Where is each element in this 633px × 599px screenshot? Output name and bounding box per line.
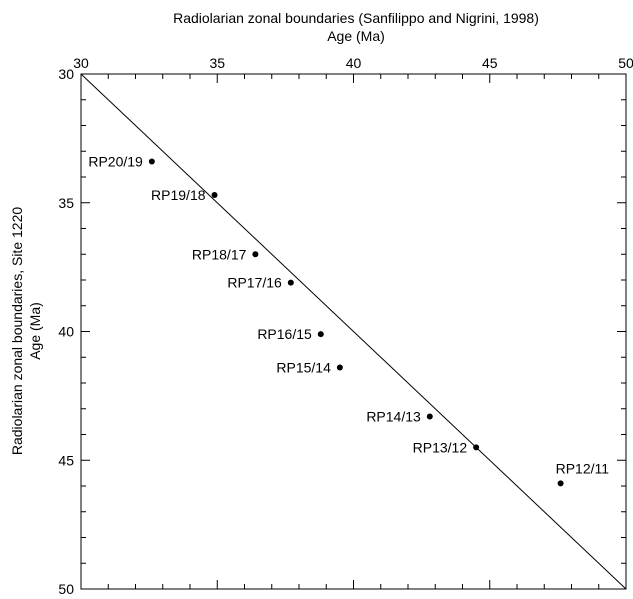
x-tick-label: 35 [209, 55, 225, 71]
point-label: RP16/15 [257, 326, 312, 342]
y-tick-label: 30 [58, 66, 74, 82]
x-tick-label: 30 [73, 55, 89, 71]
point-label: RP17/16 [227, 275, 282, 291]
y-axis-title-line1: Radiolarian zonal boundaries, Site 1220 [9, 207, 25, 455]
point-label: RP15/14 [276, 360, 331, 376]
data-point [211, 192, 218, 199]
point-label: RP18/17 [192, 246, 247, 262]
x-tick-label: 40 [346, 55, 362, 71]
point-label: RP13/12 [413, 439, 468, 455]
point-label: RP12/11 [556, 460, 610, 476]
data-points: RP20/19 RP19/18 RP18/17 RP17/16 RP16/15 RP15/… [88, 154, 609, 487]
axis-ticks [80, 73, 627, 590]
y-tick-label: 40 [58, 324, 74, 340]
x-tick-label: 45 [482, 55, 498, 71]
y-tick-label: 50 [58, 581, 74, 597]
axis-tick-labels: 30 35 40 45 50 30 35 40 45 50 [58, 55, 633, 597]
data-point [473, 444, 480, 451]
one-to-one-line [80, 73, 627, 590]
point-label: RP20/19 [88, 154, 143, 170]
data-point [426, 413, 433, 420]
point-label: RP14/13 [366, 408, 421, 424]
y-tick-label: 45 [58, 452, 74, 468]
y-tick-label: 35 [58, 195, 74, 211]
data-point [252, 251, 259, 258]
data-point [148, 158, 155, 165]
data-point [317, 331, 324, 338]
chart-title: Radiolarian zonal boundaries (Sanfilippo… [173, 10, 539, 26]
data-point [557, 480, 564, 487]
x-tick-label: 50 [618, 55, 633, 71]
data-point [287, 279, 294, 286]
data-point [336, 364, 343, 371]
y-axis-title-line2: Age (Ma) [27, 302, 43, 360]
point-label: RP19/18 [151, 187, 206, 203]
x-axis-title: Age (Ma) [327, 28, 385, 44]
